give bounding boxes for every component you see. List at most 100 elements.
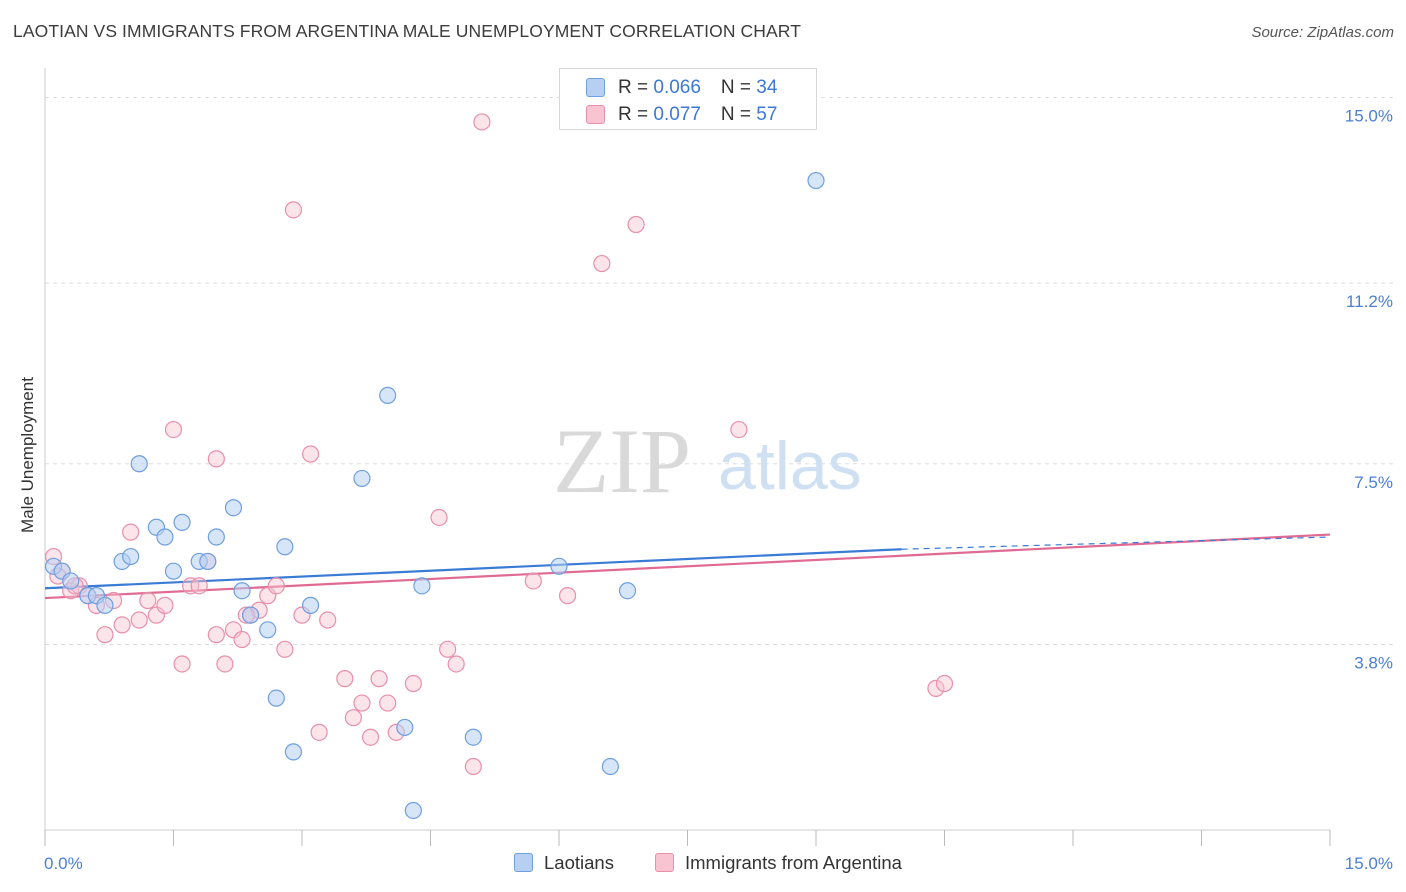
watermark: ZIP atlas bbox=[553, 410, 862, 512]
point-laotians bbox=[130, 455, 148, 473]
chart-title: LAOTIAN VS IMMIGRANTS FROM ARGENTINA MAL… bbox=[13, 21, 802, 41]
point-laotians bbox=[156, 528, 174, 546]
point-argentina bbox=[370, 670, 388, 688]
point-argentina bbox=[361, 728, 380, 746]
trend-line-argentina bbox=[44, 533, 1331, 600]
point-laotians bbox=[396, 718, 414, 737]
legend-n-value: 57 bbox=[756, 104, 778, 125]
point-argentina bbox=[593, 254, 611, 273]
point-laotians bbox=[233, 582, 251, 600]
point-argentina bbox=[156, 596, 174, 614]
point-argentina bbox=[267, 577, 285, 595]
y-tick-label: 11.2% bbox=[1346, 292, 1393, 311]
y-tick-labels: 3.8% 7.5% 11.2% 15.0% bbox=[1345, 107, 1393, 673]
argentina-legend-label: Immigrants from Argentina bbox=[685, 852, 902, 873]
y-tick-label: 3.8% bbox=[1354, 653, 1393, 672]
point-laotians bbox=[267, 689, 285, 707]
point-argentina bbox=[190, 577, 208, 595]
point-argentina bbox=[113, 616, 131, 634]
point-laotians bbox=[807, 171, 825, 190]
point-laotians bbox=[464, 728, 482, 746]
point-argentina bbox=[336, 670, 354, 688]
laotians-legend-swatch bbox=[514, 853, 533, 872]
point-laotians bbox=[284, 743, 303, 761]
point-laotians bbox=[259, 621, 277, 639]
point-argentina bbox=[147, 606, 165, 624]
point-argentina bbox=[207, 450, 225, 468]
point-argentina bbox=[353, 694, 371, 712]
point-laotians bbox=[379, 386, 397, 405]
point-laotians bbox=[242, 606, 260, 624]
point-laotians bbox=[199, 552, 217, 571]
point-laotians bbox=[122, 547, 140, 566]
laotians-swatch bbox=[586, 78, 605, 97]
legend-r-label: R = bbox=[618, 77, 654, 98]
point-laotians bbox=[413, 577, 431, 595]
point-laotians bbox=[62, 572, 80, 590]
point-argentina bbox=[627, 215, 645, 234]
point-argentina bbox=[216, 655, 234, 673]
point-argentina bbox=[224, 621, 243, 639]
point-laotians bbox=[164, 562, 183, 580]
point-argentina bbox=[259, 587, 277, 605]
argentina-swatch bbox=[586, 105, 605, 124]
y-tick-label: 15.0% bbox=[1345, 107, 1393, 126]
legend-n-label: N = bbox=[720, 77, 757, 98]
point-argentina bbox=[122, 523, 140, 541]
legend-r-label: R = bbox=[618, 104, 654, 125]
data-points bbox=[44, 113, 954, 820]
watermark-atlas: atlas bbox=[718, 428, 862, 504]
point-argentina bbox=[464, 757, 482, 776]
point-argentina bbox=[284, 201, 303, 219]
point-argentina bbox=[207, 626, 225, 644]
point-argentina bbox=[439, 640, 457, 658]
point-laotians bbox=[173, 513, 191, 531]
correlation-legend: R = 0.066 N = 34 R = 0.077 N = 57 bbox=[559, 68, 817, 130]
point-argentina bbox=[927, 679, 945, 697]
point-argentina bbox=[379, 694, 397, 712]
point-laotians bbox=[96, 596, 114, 614]
laotians-legend-label: Laotians bbox=[544, 852, 614, 873]
point-argentina bbox=[558, 587, 577, 605]
point-argentina bbox=[96, 626, 114, 644]
point-argentina bbox=[173, 655, 191, 673]
point-argentina bbox=[310, 723, 328, 741]
point-argentina bbox=[276, 640, 294, 658]
legend-r-value: 0.077 bbox=[653, 104, 701, 125]
legend-n-label: N = bbox=[720, 104, 757, 125]
trend-line-laotians bbox=[44, 548, 902, 590]
source-credit: Source: ZipAtlas.com bbox=[1251, 24, 1394, 41]
trend-line-laotians-extension bbox=[901, 536, 1331, 550]
point-argentina bbox=[164, 420, 183, 439]
argentina-legend-swatch bbox=[655, 853, 674, 872]
point-laotians bbox=[353, 469, 371, 488]
point-laotians bbox=[618, 582, 637, 600]
watermark-zip: ZIP bbox=[553, 410, 691, 512]
point-argentina bbox=[130, 611, 148, 629]
point-argentina bbox=[139, 591, 157, 610]
axes bbox=[44, 68, 1331, 846]
legend-n-value: 34 bbox=[756, 77, 778, 98]
point-argentina bbox=[447, 655, 465, 673]
point-argentina bbox=[404, 674, 422, 693]
point-argentina bbox=[344, 709, 362, 727]
point-argentina bbox=[935, 674, 954, 693]
point-laotians bbox=[301, 596, 320, 614]
point-argentina bbox=[233, 630, 251, 649]
point-argentina bbox=[301, 445, 320, 463]
point-laotians bbox=[404, 801, 422, 820]
point-argentina bbox=[473, 113, 491, 131]
point-argentina bbox=[524, 572, 542, 590]
point-laotians bbox=[224, 499, 243, 517]
legend-item-laotians: Laotians bbox=[514, 852, 614, 874]
point-laotians bbox=[601, 757, 620, 776]
point-laotians bbox=[207, 528, 225, 546]
x-tick-label: 0.0% bbox=[44, 854, 83, 873]
y-tick-label: 7.5% bbox=[1354, 473, 1393, 492]
grid-lines bbox=[45, 97, 1395, 645]
x-tick-labels: 0.0% 15.0% bbox=[44, 854, 1393, 873]
point-laotians bbox=[550, 557, 568, 575]
point-argentina bbox=[730, 420, 748, 439]
point-argentina bbox=[430, 508, 448, 527]
